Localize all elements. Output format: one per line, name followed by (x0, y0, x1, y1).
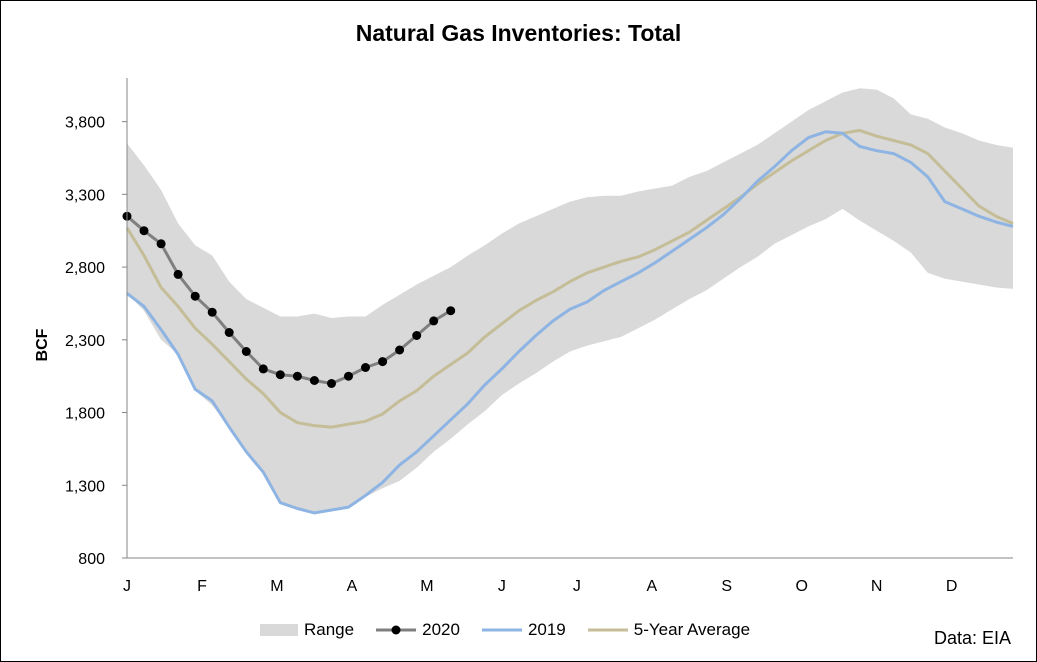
point-2020 (156, 239, 166, 249)
x-tick-label: A (646, 578, 657, 595)
point-2020 (429, 316, 439, 326)
x-tick-label: S (721, 578, 732, 595)
point-2020 (190, 291, 200, 301)
series-5yr-average (125, 128, 1014, 429)
legend-label-range: Range (304, 620, 355, 639)
point-2020 (292, 371, 302, 381)
point-2020 (361, 363, 370, 372)
x-tick-label: F (197, 578, 207, 595)
legend: Range 2020 2019 5-Year Average (260, 618, 772, 642)
x-tick-label: N (871, 578, 883, 595)
point-2020 (412, 331, 422, 340)
x-tick-label: M (420, 578, 433, 595)
y-tick-label: 2,800 (65, 260, 105, 277)
line-2019 (126, 130, 1014, 515)
axes (122, 78, 1013, 559)
legend-swatch-5yr-average (587, 628, 628, 632)
legend-label-2019: 2019 (527, 620, 566, 639)
point-2020 (446, 306, 456, 316)
x-tick-label: J (573, 578, 581, 595)
point-2020 (224, 328, 234, 337)
legend-item-range: Range (260, 620, 354, 640)
legend-item-5yr-average: 5-Year Average (587, 620, 751, 640)
y-tick-label: 1,800 (65, 406, 105, 423)
point-2020 (309, 376, 319, 385)
x-tick-label: M (270, 578, 283, 595)
legend-swatch-2020 (376, 625, 417, 635)
point-2020 (241, 347, 251, 356)
y-axis-title: BCF (34, 328, 51, 361)
point-2020 (275, 370, 285, 380)
y-tick-labels: 800 1,300 1,800 2,300 2,800 3,300 3,800 (65, 115, 105, 568)
point-2020 (258, 364, 268, 374)
legend-swatch-range (260, 624, 298, 636)
y-tick-label: 3,800 (65, 115, 105, 132)
x-tick-label: A (347, 578, 358, 595)
legend-swatch-2019 (481, 628, 522, 632)
x-tick-label: J (498, 578, 506, 595)
point-2020 (395, 345, 405, 355)
range-band (127, 88, 1013, 513)
legend-label-5yr-average: 5-Year Average (633, 620, 751, 639)
chart-title: Natural Gas Inventories: Total (355, 20, 682, 46)
series-2020 (122, 211, 456, 388)
point-2020 (139, 226, 149, 236)
legend-label-2020: 2020 (422, 620, 460, 639)
legend-item-2020: 2020 (376, 620, 460, 640)
point-2020 (378, 357, 388, 367)
data-source-note: Data: EIA (933, 628, 1011, 648)
point-2020 (327, 379, 336, 388)
avg-line (125, 128, 1014, 429)
point-2020 (344, 371, 353, 381)
y-tick-label: 1,300 (65, 478, 105, 495)
series-2019 (126, 130, 1014, 515)
x-tick-label: O (795, 578, 807, 595)
x-tick-label: D (946, 578, 958, 595)
point-2020 (173, 269, 183, 279)
legend-item-2019: 2019 (481, 620, 566, 640)
y-tick-label: 2,300 (65, 333, 105, 350)
point-2020 (207, 307, 217, 317)
y-tick-label: 3,300 (65, 187, 105, 204)
y-tick-label: 800 (78, 551, 105, 568)
x-tick-label: J (123, 578, 131, 595)
range-area (127, 88, 1013, 513)
